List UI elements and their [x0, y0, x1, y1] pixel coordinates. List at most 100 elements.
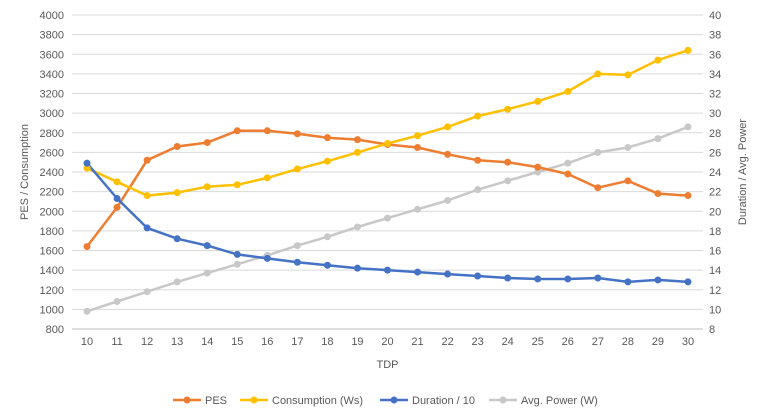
- data-point-consumption-ws: [203, 183, 211, 191]
- y-right-tick-label: 20: [709, 206, 721, 218]
- data-point-pes: [474, 156, 482, 164]
- data-point-avg-power-w: [203, 269, 211, 277]
- y-left-tick-label: 3000: [40, 108, 64, 120]
- y-right-tick-label: 28: [709, 128, 721, 140]
- data-point-avg-power-w: [594, 148, 602, 156]
- data-point-pes: [534, 163, 542, 171]
- data-point-pes: [293, 130, 301, 138]
- data-point-consumption-ws: [444, 123, 452, 131]
- x-tick-label: 25: [532, 336, 544, 348]
- data-point-consumption-ws: [83, 164, 91, 172]
- data-point-duration-10: [384, 266, 391, 274]
- legend-label-avg-power-w: Avg. Power (W): [521, 395, 598, 407]
- data-point-avg-power-w: [233, 260, 241, 268]
- y-left-tick-label: 800: [46, 324, 64, 336]
- x-tick-label: 19: [351, 336, 363, 348]
- y-axis-right-title: Duration / Avg. Power: [737, 119, 749, 226]
- y-right-tick-label: 16: [709, 246, 721, 258]
- data-point-duration-10: [444, 270, 452, 278]
- data-point-avg-power-w: [534, 168, 542, 176]
- data-point-pes: [684, 192, 692, 200]
- y-left-tick-label: 3200: [40, 89, 64, 101]
- data-point-consumption-ws: [474, 112, 482, 120]
- legend-marker-duration-10: [390, 396, 398, 404]
- data-point-avg-power-w: [83, 307, 91, 315]
- data-point-duration-10: [263, 254, 271, 262]
- y-right-tick-label: 14: [709, 265, 721, 277]
- data-point-duration-10: [624, 278, 632, 286]
- data-point-avg-power-w: [624, 143, 632, 151]
- data-point-pes: [353, 136, 361, 144]
- x-tick-label: 20: [381, 336, 393, 348]
- y-right-tick-label: 32: [709, 89, 721, 101]
- x-tick-label: 26: [562, 336, 574, 348]
- x-tick-label: 11: [111, 336, 122, 348]
- y-left-tick-label: 3800: [40, 30, 64, 42]
- data-point-pes: [624, 177, 632, 185]
- y-left-tick-label: 1400: [40, 265, 64, 277]
- data-point-pes: [263, 127, 271, 135]
- y-right-tick-label: 24: [709, 167, 721, 179]
- legend-label-duration-10: Duration / 10: [412, 395, 475, 407]
- x-tick-label: 17: [291, 336, 303, 348]
- legend-label-pes: PES: [205, 395, 227, 407]
- data-point-consumption-ws: [654, 56, 662, 64]
- data-point-avg-power-w: [684, 123, 692, 131]
- x-tick-label: 29: [652, 336, 664, 348]
- data-point-consumption-ws: [534, 97, 542, 105]
- y-right-tick-label: 40: [709, 10, 721, 22]
- y-right-tick-label: 26: [709, 147, 721, 159]
- data-point-consumption-ws: [384, 140, 391, 148]
- x-tick-label: 10: [81, 336, 93, 348]
- x-tick-label: 18: [321, 336, 333, 348]
- x-tick-label: 28: [622, 336, 634, 348]
- data-point-duration-10: [113, 194, 121, 202]
- data-point-duration-10: [654, 276, 662, 284]
- data-point-pes: [444, 150, 452, 158]
- y-left-tick-label: 1200: [40, 285, 64, 297]
- y-left-tick-label: 2800: [40, 128, 64, 140]
- data-point-avg-power-w: [384, 214, 391, 222]
- data-point-avg-power-w: [564, 159, 572, 167]
- data-point-duration-10: [173, 235, 181, 243]
- data-point-duration-10: [414, 268, 422, 276]
- y-left-tick-label: 3400: [40, 69, 64, 81]
- data-point-consumption-ws: [564, 88, 572, 96]
- x-tick-label: 14: [201, 336, 213, 348]
- data-point-consumption-ws: [414, 132, 422, 140]
- axes: 800 1000 1200 1400 1600 1800 2000 2200 2400 2600 2…: [40, 10, 722, 348]
- data-point-pes: [323, 134, 331, 142]
- legend-marker-pes: [183, 396, 191, 404]
- x-tick-label: 16: [261, 336, 273, 348]
- y-left-tick-label: 1600: [40, 246, 64, 258]
- data-point-avg-power-w: [474, 186, 482, 194]
- y-right-tick-label: 8: [709, 324, 715, 336]
- y-right-tick-label: 36: [709, 49, 721, 61]
- y-right-tick-label: 38: [709, 30, 721, 42]
- x-tick-label: 15: [231, 336, 243, 348]
- data-point-pes: [173, 142, 181, 150]
- gridlines: [72, 14, 703, 330]
- x-tick-label: 22: [441, 336, 453, 348]
- data-point-pes: [143, 156, 151, 164]
- y-left-tick-label: 2400: [40, 167, 64, 179]
- data-point-pes: [414, 143, 422, 151]
- x-tick-label: 12: [141, 336, 153, 348]
- data-point-avg-power-w: [113, 298, 121, 306]
- y-right-tick-label: 30: [709, 108, 721, 120]
- y-left-tick-label: 2200: [40, 187, 64, 199]
- data-point-avg-power-w: [353, 223, 361, 231]
- data-point-avg-power-w: [414, 205, 422, 213]
- data-point-pes: [594, 184, 602, 192]
- data-point-consumption-ws: [263, 174, 271, 182]
- data-point-pes: [504, 158, 512, 166]
- data-point-consumption-ws: [173, 189, 181, 197]
- y-axis-left-title: PES / Consumption: [19, 124, 31, 220]
- data-point-duration-10: [323, 261, 331, 269]
- y-right-tick-label: 12: [709, 285, 721, 297]
- legend-label-consumption-ws: Consumption (Ws): [272, 395, 363, 407]
- y-right-tick-label: 34: [709, 69, 721, 81]
- data-point-duration-10: [594, 274, 602, 282]
